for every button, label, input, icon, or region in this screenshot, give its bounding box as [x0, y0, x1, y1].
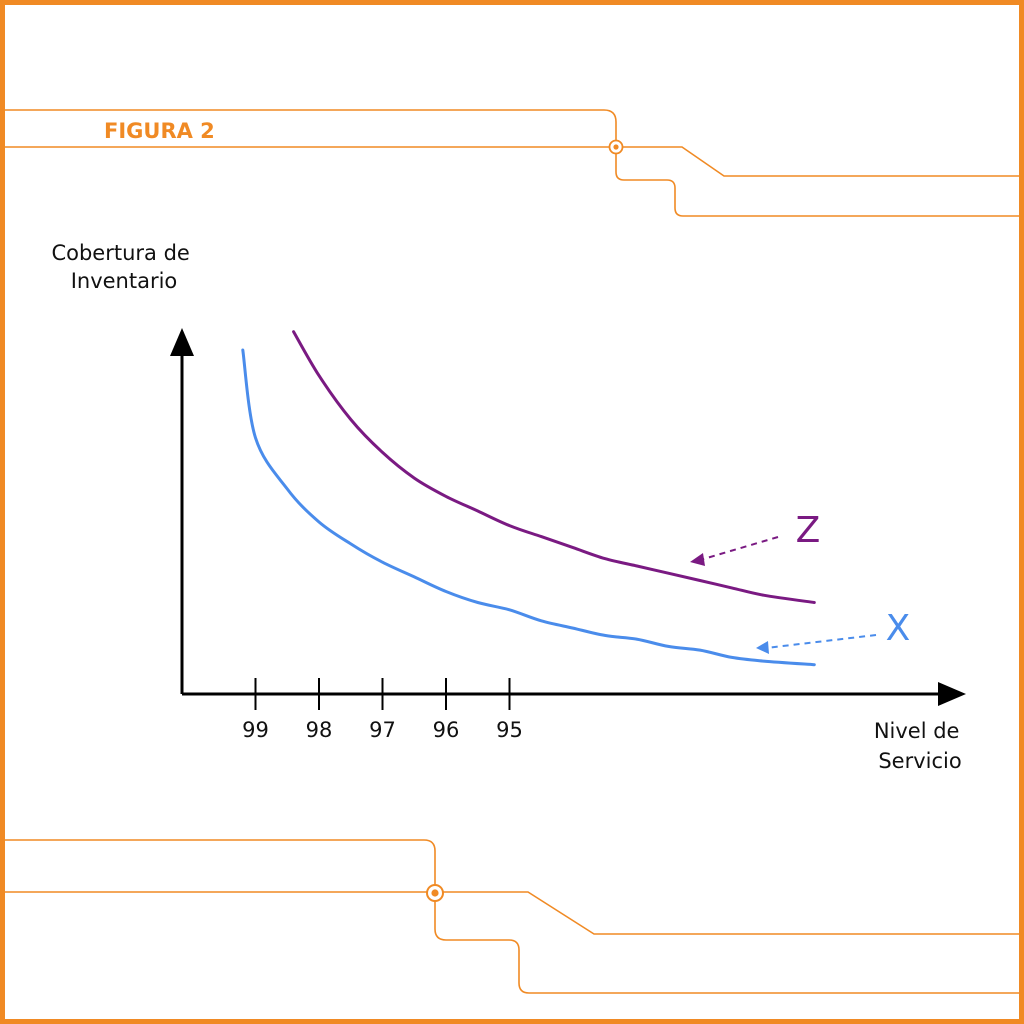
- series-label-x: X: [886, 608, 911, 649]
- figure-label: FIGURA 2: [104, 119, 215, 143]
- x-axis-label-line-1: Nivel de: [874, 719, 960, 743]
- x-ticks: 99 98 97 96 95: [242, 678, 523, 742]
- axes: [170, 328, 966, 706]
- arrow-z-head: [690, 553, 705, 566]
- x-axis-label: Nivel de Servicio: [874, 719, 966, 773]
- y-axis-label: Cobertura de Inventario: [51, 241, 196, 293]
- x-tick-label: 96: [433, 718, 460, 742]
- y-axis-label-line-2: Inventario: [71, 269, 178, 293]
- x-tick-label: 95: [496, 718, 523, 742]
- annotation-z: Z: [690, 510, 820, 566]
- arrow-z-line: [699, 536, 779, 561]
- x-tick-label: 97: [369, 718, 396, 742]
- x-axis-arrow: [938, 682, 966, 706]
- x-tick-label: 99: [242, 718, 269, 742]
- y-axis-label-line-1: Cobertura de: [51, 241, 189, 265]
- y-axis-arrow: [170, 328, 194, 356]
- arrow-x-head: [756, 641, 769, 654]
- x-tick-label: 98: [306, 718, 333, 742]
- x-axis-label-line-2: Servicio: [878, 749, 961, 773]
- top-circuit-decoration: [0, 109, 1024, 217]
- series-label-z: Z: [796, 510, 821, 551]
- series-line-x: [241, 348, 816, 667]
- arrow-x-line: [765, 634, 877, 649]
- annotation-x: X: [756, 608, 910, 654]
- bottom-circuit-decoration: [0, 839, 1024, 994]
- series-layer: [241, 330, 816, 667]
- series-line-z: [292, 330, 816, 604]
